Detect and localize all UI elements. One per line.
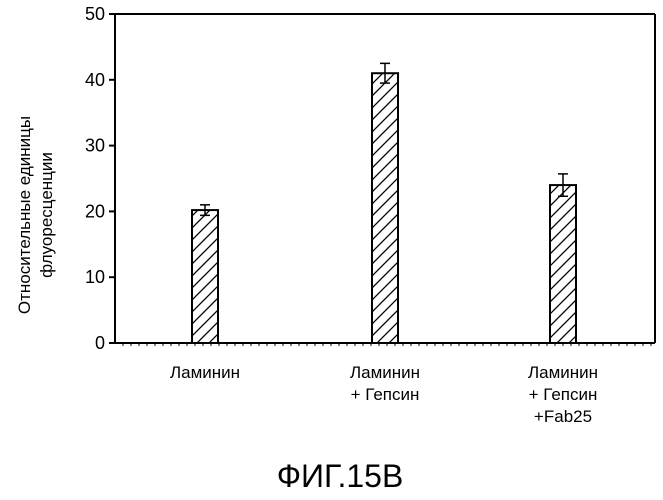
x-category-label: Ламинин — [350, 363, 420, 382]
y-axis-label: Относительные единицыфлуоресценции — [15, 116, 56, 314]
bar — [550, 185, 576, 343]
x-category-label: + Гепсин — [351, 385, 420, 404]
y-tick-label: 0 — [95, 333, 105, 353]
x-category-label: +Fab25 — [534, 407, 592, 426]
y-axis-label-line: Относительные единицы — [15, 116, 34, 314]
x-category-label: Ламинин — [170, 363, 240, 382]
y-tick-label: 50 — [85, 4, 105, 24]
y-tick-label: 10 — [85, 267, 105, 287]
bar — [192, 210, 218, 343]
x-category-label: + Гепсин — [529, 385, 598, 404]
bars — [192, 63, 576, 343]
y-tick-label: 40 — [85, 70, 105, 90]
category-labels: Ламинин Ламинин + Гепсин Ламинин + Гепсин +Fa… — [170, 363, 598, 426]
y-tick-label: 30 — [85, 136, 105, 156]
y-tick-label: 20 — [85, 201, 105, 221]
y-axis-label-line: флуоресценции — [37, 152, 56, 278]
bar — [372, 73, 398, 343]
figure-caption: ФИГ.15B — [277, 458, 404, 494]
x-category-label: Ламинин — [528, 363, 598, 382]
